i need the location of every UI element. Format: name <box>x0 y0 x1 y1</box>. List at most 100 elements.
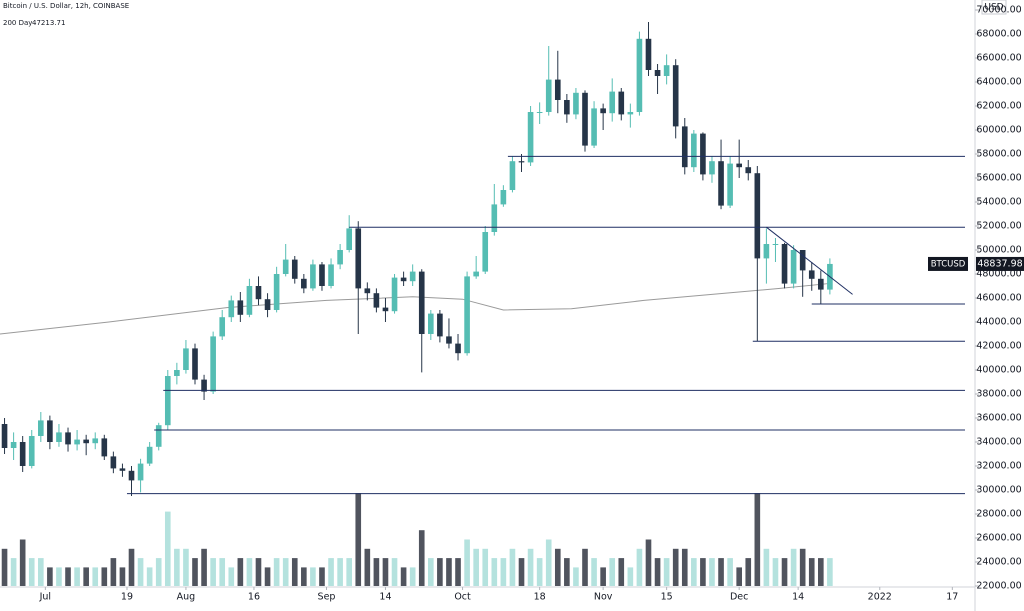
candle-body <box>763 244 770 259</box>
y-tick-label: 22000.00 <box>976 581 1021 592</box>
y-tick-label: 42000.00 <box>976 341 1021 352</box>
x-tick-label: Nov <box>594 592 613 603</box>
y-tick-label: 70000.00 <box>976 5 1021 16</box>
volume-bar <box>264 567 271 586</box>
volume-bar <box>455 558 461 586</box>
volume-bar <box>47 567 53 586</box>
candle-body <box>146 446 153 464</box>
candle-body <box>446 336 452 344</box>
volume-bar <box>92 567 99 586</box>
candle-body <box>291 259 298 279</box>
volume-bar <box>564 558 570 586</box>
volume-bar <box>681 548 688 586</box>
volume-bar <box>781 558 788 586</box>
last-price-label: 48837.98 <box>977 258 1022 269</box>
candle-body <box>155 425 162 447</box>
volume-bar <box>672 548 679 586</box>
candle-body <box>727 163 733 206</box>
candle-body <box>38 420 44 436</box>
candle-body <box>110 456 117 469</box>
volume-bar <box>364 548 371 586</box>
x-tick-label: 16 <box>248 592 260 603</box>
candle-body <box>754 173 761 259</box>
volume-bar <box>754 493 761 586</box>
volume-bar <box>736 567 742 586</box>
volume-bar <box>201 548 207 586</box>
volume-bar <box>491 558 498 586</box>
candle-body <box>391 277 398 312</box>
candle-body <box>527 112 534 163</box>
volume-bar <box>328 558 334 586</box>
y-tick-label: 48000.00 <box>976 269 1021 280</box>
candle-body <box>645 38 652 70</box>
candle-body <box>310 264 316 289</box>
x-tick-label: 14 <box>792 592 804 603</box>
candle-body <box>301 278 307 289</box>
candle-body <box>745 167 752 174</box>
volume-bar <box>409 567 416 586</box>
last-price-box <box>976 256 1024 271</box>
volume-bar <box>146 567 153 586</box>
y-tick-label: 68000.00 <box>976 29 1021 40</box>
y-tick-label: 30000.00 <box>976 485 1021 496</box>
candle-body <box>473 271 479 277</box>
candle-body <box>799 250 806 271</box>
candle-body <box>627 112 634 115</box>
candle-body <box>192 348 198 380</box>
candle-body <box>654 70 661 76</box>
y-tick-label: 24000.00 <box>976 557 1021 568</box>
volume-bar <box>500 558 507 586</box>
candle-body <box>119 468 126 471</box>
candle-body <box>681 126 688 168</box>
volume-bar <box>745 558 752 586</box>
volume-bar <box>618 558 625 586</box>
volume-bar <box>818 558 824 586</box>
volume-bar <box>337 558 343 586</box>
volume-bar <box>600 567 606 586</box>
candle-body <box>600 108 606 114</box>
candle-body <box>201 379 207 392</box>
volume-bar <box>582 548 588 586</box>
candle-body <box>264 299 271 310</box>
volume-bar <box>700 558 706 586</box>
x-tick-label: Dec <box>730 592 748 603</box>
volume-bar <box>772 558 779 586</box>
volume-bar <box>790 548 797 586</box>
volume-bar <box>654 558 661 586</box>
symbol-box <box>928 256 968 271</box>
candle-body <box>137 463 144 481</box>
x-tick-label: 15 <box>661 592 673 603</box>
volume-bar <box>627 567 634 586</box>
volume-bar <box>119 567 126 586</box>
plot-area <box>0 22 965 586</box>
volume-bar <box>518 558 525 586</box>
volume-bar <box>437 558 443 586</box>
volume-bar <box>65 567 71 586</box>
candle-body <box>437 313 443 337</box>
volume-bar <box>446 558 452 586</box>
x-tick-label: 18 <box>534 592 546 603</box>
candle-body <box>663 65 670 76</box>
currency-label: USD <box>984 3 1003 13</box>
volume-bar <box>799 548 806 586</box>
candle-body <box>455 343 461 354</box>
x-tick-label: Sep <box>318 592 336 603</box>
volume-bar <box>554 548 561 586</box>
volume-bar <box>38 558 44 586</box>
y-tick-label: 36000.00 <box>976 413 1021 424</box>
volume-bar <box>545 539 552 586</box>
volume-bar <box>827 558 833 586</box>
chart-title: Bitcoin / U.S. Dollar, 12h, COINBASE <box>3 2 129 10</box>
candle-body <box>56 432 62 442</box>
candle-body <box>364 288 371 294</box>
volume-bar <box>183 548 189 586</box>
y-tick-label: 34000.00 <box>976 437 1021 448</box>
volume-bar <box>301 567 307 586</box>
candle-body <box>509 161 516 190</box>
candle-body <box>609 91 616 114</box>
volume-bar <box>228 567 235 586</box>
candle-body <box>65 432 71 445</box>
volume-bar <box>727 558 733 586</box>
volume-bar <box>291 558 298 586</box>
